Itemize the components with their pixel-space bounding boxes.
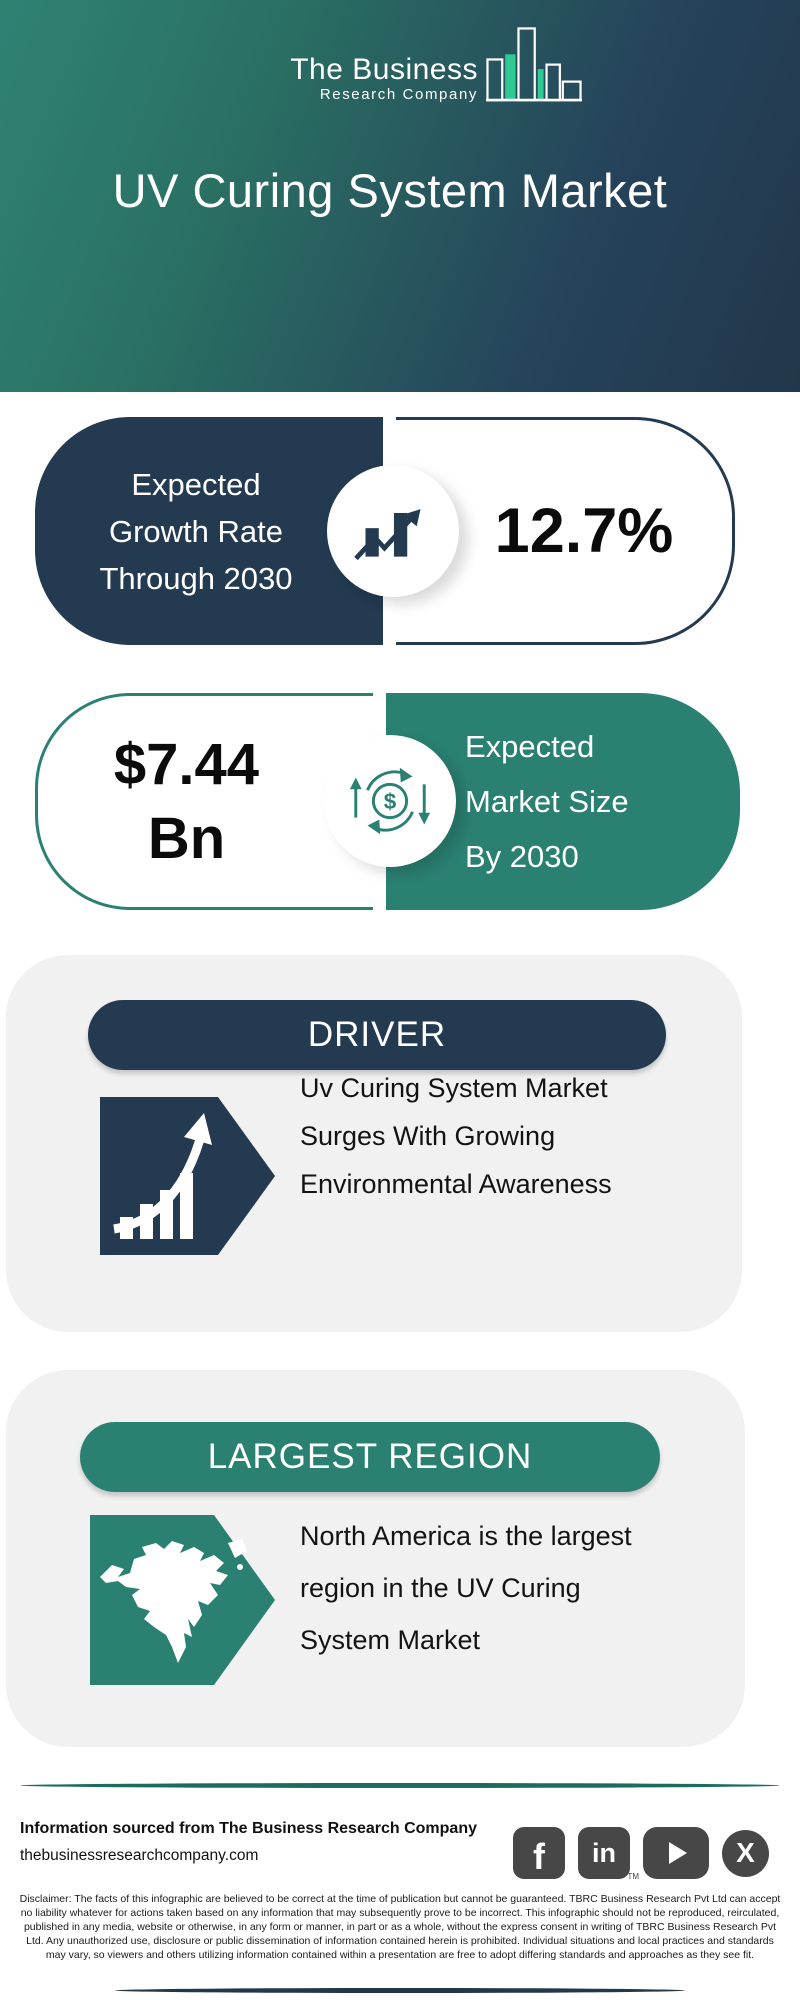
north-america-map-icon — [90, 1515, 275, 1685]
facebook-glyph: f — [533, 1836, 545, 1877]
website-link[interactable]: thebusinessresearchcompany.com — [20, 1847, 259, 1864]
footer-divider — [20, 1783, 780, 1788]
driver-text-line: Surges With Growing — [300, 1121, 556, 1151]
svg-text:$: $ — [384, 789, 397, 814]
page-title: UV Curing System Market — [112, 164, 668, 217]
region-text: North America is the largest region in t… — [300, 1510, 632, 1666]
logo-bar-chart-icon — [486, 16, 582, 114]
growth-rate-value: 12.7% — [494, 496, 674, 566]
x-glyph: X — [736, 1837, 755, 1868]
market-size-value-capsule: $7.44 Bn — [35, 693, 373, 910]
bottom-divider — [115, 1988, 685, 1993]
header-banner: The Business Research Company UV Curing … — [0, 0, 800, 392]
disclaimer-text: Disclaimer: The facts of this infographi… — [19, 1893, 781, 1961]
logo-line2: Research Company — [319, 86, 478, 103]
market-size-value: $7.44 — [113, 731, 260, 797]
market-label-line: Expected — [465, 729, 595, 764]
play-triangle — [669, 1842, 687, 1864]
source-text: Information sourced from The Business Re… — [20, 1820, 477, 1837]
driver-heading-pill: DRIVER — [88, 1000, 666, 1070]
growth-chart-icon — [327, 465, 459, 597]
money-circulation-icon: $ — [324, 735, 456, 867]
market-label-line: Market Size — [465, 784, 629, 819]
driver-text-line: Environmental Awareness — [300, 1169, 612, 1199]
linkedin-icon[interactable]: in TM — [578, 1827, 639, 1881]
linkedin-tm: TM — [627, 1872, 639, 1881]
company-logo: The Business Research Company — [250, 14, 582, 114]
growth-label-line: Expected — [131, 466, 261, 502]
growth-arrow-hexagon-icon — [100, 1097, 275, 1255]
driver-heading: DRIVER — [307, 1015, 447, 1054]
facebook-icon[interactable]: f — [513, 1827, 565, 1879]
region-heading-pill: LARGEST REGION — [80, 1422, 660, 1492]
linkedin-glyph: in — [592, 1837, 616, 1868]
region-text-line: North America is the largest — [300, 1521, 632, 1551]
driver-text: Uv Curing System Market Surges With Grow… — [300, 1064, 612, 1208]
logo-text: The Business Research Company — [250, 54, 478, 104]
region-text-line: region in the UV Curing — [300, 1573, 581, 1603]
growth-label-line: Growth Rate — [108, 513, 283, 549]
youtube-icon[interactable] — [643, 1827, 709, 1879]
driver-text-line: Uv Curing System Market — [300, 1073, 608, 1103]
market-size-unit: Bn — [147, 805, 226, 871]
region-heading: LARGEST REGION — [207, 1437, 533, 1476]
x-twitter-icon[interactable]: X — [722, 1829, 769, 1877]
market-label-line: By 2030 — [465, 839, 579, 874]
growth-label-line: Through 2030 — [99, 560, 293, 596]
social-links: f in TM X — [513, 1827, 773, 1881]
growth-rate-label-capsule: Expected Growth Rate Through 2030 — [35, 417, 383, 645]
logo-line1: The Business — [290, 53, 478, 86]
region-text-line: System Market — [300, 1625, 481, 1655]
